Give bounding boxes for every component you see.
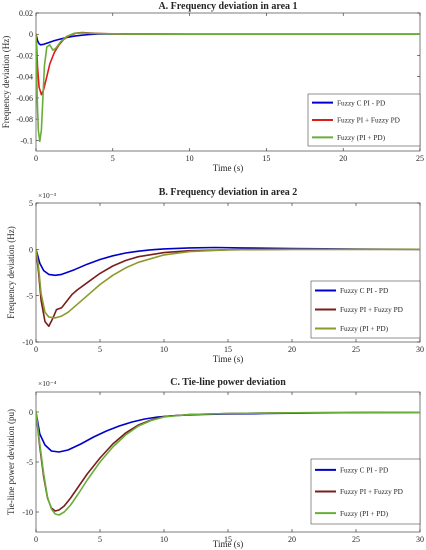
chart-panel-2: C. Tie-line power deviation 0 5 10 15 20 25 30 0… [6, 377, 424, 549]
x-tick-label: 25 [416, 154, 424, 163]
y-tick-label: -10 [22, 338, 33, 347]
y-scale-label: ×10⁻⁴ [38, 379, 57, 388]
x-tick-label: 0 [34, 345, 38, 354]
y-tick-label: 0.02 [19, 9, 33, 18]
y-axis-label: Frequency deviation (Hz) [1, 36, 11, 128]
y-tick-label: 0 [29, 30, 33, 39]
x-tick-label: 20 [288, 345, 296, 354]
y-tick-label: 0 [29, 408, 33, 417]
series-group [36, 411, 420, 516]
x-tick-label: 25 [352, 345, 360, 354]
x-tick-label: 10 [160, 345, 168, 354]
legend-label: Fuzzy C PI - PD [340, 286, 388, 295]
legend-label: Fuzzy PI + Fuzzy PD [340, 487, 403, 496]
x-tick-label: 15 [262, 154, 270, 163]
x-tick-label: 30 [416, 535, 424, 544]
legend-label: Fuzzy (PI + PD) [337, 133, 386, 142]
y-tick-label: -0.1 [20, 136, 33, 145]
series-group [36, 246, 420, 328]
x-tick-label: 10 [160, 535, 168, 544]
y-tick-label: 0 [29, 245, 33, 254]
legend-label: Fuzzy PI + Fuzzy PD [340, 305, 403, 314]
x-tick-label: 0 [34, 535, 38, 544]
y-tick-label: -5 [26, 292, 33, 301]
legend-label: Fuzzy C PI - PD [340, 465, 388, 474]
x-tick-label: 0 [34, 154, 38, 163]
y-tick-label: 5 [29, 199, 33, 208]
legend: Fuzzy C PI - PD Fuzzy PI + Fuzzy PD Fuzzy … [307, 93, 421, 147]
chart-title: B. Frequency deviation in area 2 [159, 187, 298, 198]
y-tick-label: -5 [26, 458, 33, 467]
x-tick-label: 15 [224, 345, 232, 354]
legend-label: Fuzzy (PI + PD) [340, 509, 389, 518]
y-tick-label: -0.08 [16, 115, 33, 124]
x-tick-label: 5 [98, 535, 102, 544]
y-tick-label: -10 [22, 508, 33, 517]
x-tick-label: 15 [224, 535, 232, 544]
series-line-2 [36, 32, 420, 143]
legend: Fuzzy C PI - PD Fuzzy PI + Fuzzy PD Fuzzy … [310, 280, 421, 339]
series-group [36, 31, 420, 143]
x-tick-label: 30 [416, 345, 424, 354]
y-tick-label: -0.06 [16, 94, 33, 103]
x-tick-label: 5 [111, 154, 115, 163]
x-axis-label: Time (s) [213, 354, 243, 364]
x-axis-label: Time (s) [213, 163, 243, 173]
chart-panel-0: A. Frequency deviation in area 1 0 5 10 15 20… [1, 1, 424, 173]
chart-title: C. Tie-line power deviation [170, 377, 286, 388]
x-tick-label: 5 [98, 345, 102, 354]
legend: Fuzzy C PI - PD Fuzzy PI + Fuzzy PD Fuzzy … [310, 458, 421, 525]
legend-label: Fuzzy (PI + PD) [340, 324, 389, 333]
series-line-2 [36, 411, 420, 516]
x-tick-label: 10 [186, 154, 194, 163]
legend-label: Fuzzy PI + Fuzzy PD [337, 116, 400, 125]
y-scale-label: ×10⁻³ [38, 191, 57, 200]
series-line-0 [36, 246, 420, 277]
x-tick-label: 20 [288, 535, 296, 544]
chart-panel-1: B. Frequency deviation in area 2 0 5 10 15 20… [6, 187, 424, 364]
chart-title: A. Frequency deviation in area 1 [158, 1, 297, 12]
y-tick-label: -0.02 [16, 51, 33, 60]
x-tick-label: 25 [352, 535, 360, 544]
legend-label: Fuzzy C PI - PD [337, 98, 385, 107]
y-axis-label: Frequency deviation (Hz) [6, 226, 16, 318]
x-axis-label: Time (s) [213, 539, 243, 549]
x-tick-label: 20 [339, 154, 347, 163]
y-tick-label: -0.04 [16, 73, 33, 82]
series-line-2 [36, 248, 420, 319]
y-axis-label: Tie-line power deviation (pu) [6, 409, 16, 515]
